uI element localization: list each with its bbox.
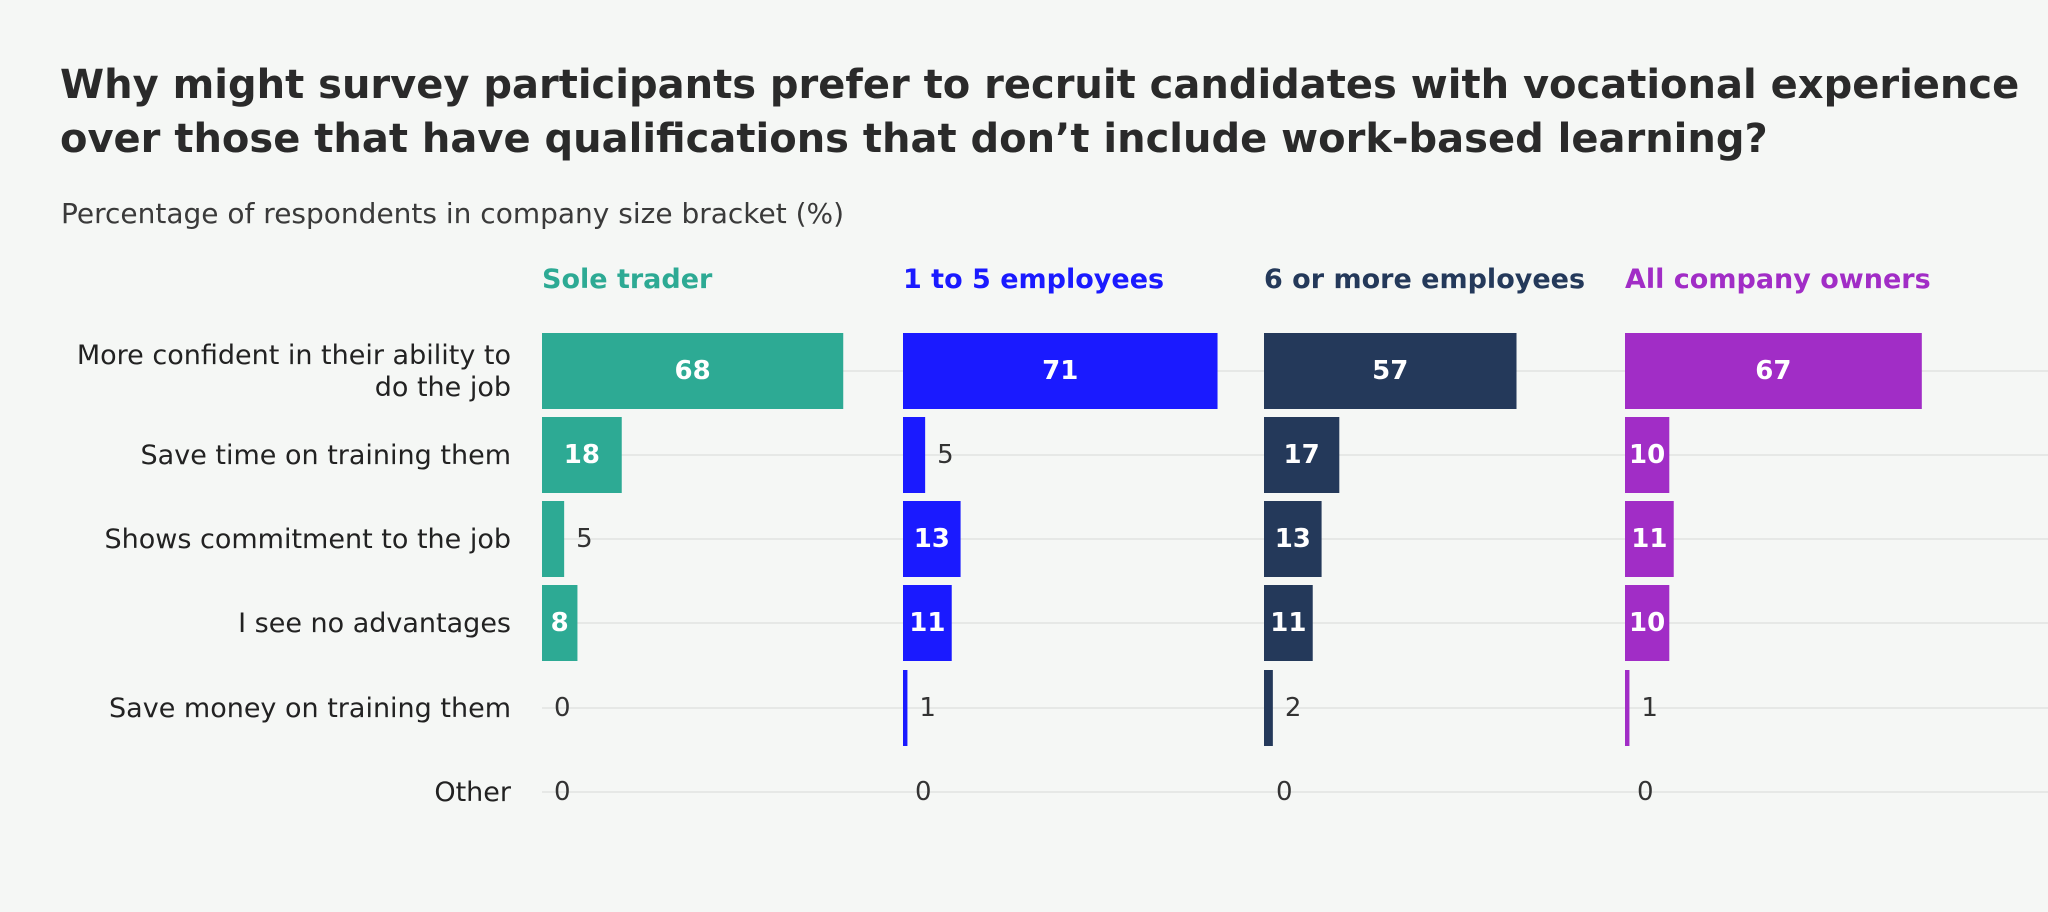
data-label: 5: [937, 440, 954, 470]
bar: [1264, 670, 1273, 746]
data-label: 57: [1372, 356, 1408, 386]
category-label: Shows commitment to the job: [105, 524, 512, 555]
bar: [1625, 585, 1670, 661]
bar: [542, 585, 578, 661]
data-label: 10: [1629, 608, 1665, 638]
panel-title: Sole trader: [542, 264, 713, 295]
panel-title: 6 or more employees: [1264, 264, 1585, 295]
data-label: 1: [919, 693, 936, 723]
data-label: 13: [914, 524, 950, 554]
bar: [903, 670, 908, 746]
bar: [903, 333, 1218, 409]
data-label: 71: [1042, 356, 1078, 386]
bar: [1625, 333, 1922, 409]
data-label: 17: [1284, 440, 1320, 470]
data-label: 68: [675, 356, 711, 386]
data-label: 10: [1629, 440, 1665, 470]
category-label: do the job: [375, 372, 511, 403]
data-label: 2: [1285, 693, 1302, 723]
category-label: Other: [434, 777, 512, 808]
data-label: 0: [1276, 777, 1293, 807]
bar: [542, 417, 622, 493]
bar: [1625, 670, 1630, 746]
data-label: 13: [1275, 524, 1311, 554]
data-label: 5: [576, 524, 593, 554]
bar: [1264, 585, 1313, 661]
data-label: 11: [1270, 608, 1306, 638]
category-label: I see no advantages: [238, 608, 511, 639]
bar: [903, 417, 926, 493]
bar: [542, 501, 565, 577]
bar: [1264, 333, 1517, 409]
panel-title: 1 to 5 employees: [903, 264, 1164, 295]
bar: [1264, 501, 1322, 577]
panel-title: All company owners: [1625, 264, 1931, 295]
bar: [903, 501, 961, 577]
data-label: 0: [554, 777, 571, 807]
bar: [1625, 417, 1670, 493]
data-label: 0: [1637, 777, 1654, 807]
bar: [903, 585, 952, 661]
data-label: 1: [1641, 693, 1658, 723]
bar: [1264, 417, 1340, 493]
category-label: Save money on training them: [109, 693, 511, 724]
chart-subtitle: Percentage of respondents in company siz…: [61, 197, 845, 230]
data-label: 11: [1631, 524, 1667, 554]
data-label: 0: [915, 777, 932, 807]
data-label: 0: [554, 693, 571, 723]
data-label: 18: [564, 440, 600, 470]
data-label: 11: [909, 608, 945, 638]
category-label: Save time on training them: [141, 440, 511, 471]
chart-title: Why might survey participants prefer to …: [60, 62, 2020, 162]
data-label: 67: [1755, 356, 1791, 386]
data-label: 8: [551, 608, 569, 638]
bar: [1625, 501, 1674, 577]
bar: [542, 333, 844, 409]
category-label: More confident in their ability to: [77, 340, 511, 371]
